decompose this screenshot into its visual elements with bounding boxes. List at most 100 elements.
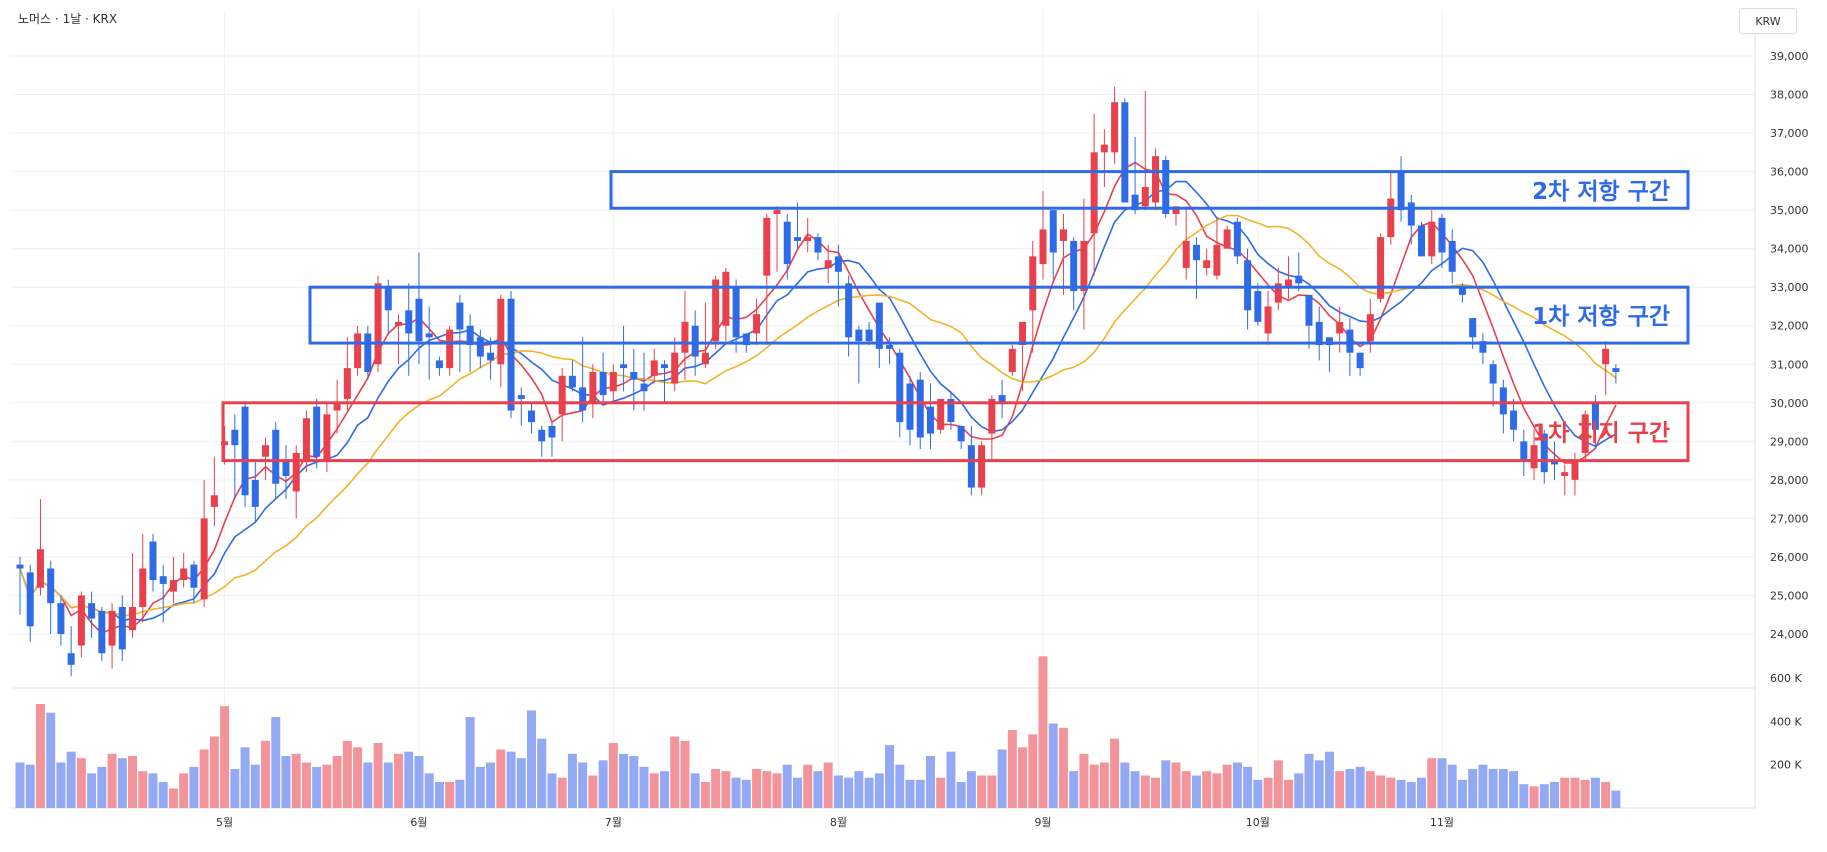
- candle-body[interactable]: [814, 237, 822, 253]
- candle-body[interactable]: [129, 607, 137, 631]
- candle-body[interactable]: [1111, 102, 1119, 153]
- candle-body[interactable]: [149, 541, 157, 581]
- candle-body[interactable]: [507, 298, 515, 411]
- candle-body[interactable]: [1561, 472, 1569, 477]
- candle-body[interactable]: [1397, 171, 1405, 211]
- candle-body[interactable]: [957, 425, 965, 442]
- candle-body[interactable]: [1499, 387, 1507, 415]
- candle-body[interactable]: [589, 371, 597, 403]
- candle-body[interactable]: [1295, 275, 1303, 284]
- candle-body[interactable]: [845, 283, 853, 338]
- candle-body[interactable]: [343, 368, 351, 399]
- candle-body[interactable]: [77, 595, 85, 646]
- candle-body[interactable]: [425, 333, 433, 338]
- candle-body[interactable]: [67, 653, 75, 665]
- candle-body[interactable]: [159, 576, 167, 584]
- candle-body[interactable]: [691, 325, 699, 357]
- candle-body[interactable]: [579, 387, 587, 411]
- candle-body[interactable]: [650, 360, 658, 376]
- candle-body[interactable]: [517, 395, 525, 399]
- candle-body[interactable]: [947, 398, 955, 423]
- candle-body[interactable]: [476, 337, 484, 357]
- candle-body[interactable]: [1192, 244, 1200, 261]
- candle-body[interactable]: [886, 345, 894, 349]
- candle-body[interactable]: [804, 237, 812, 241]
- candle-body[interactable]: [1428, 221, 1436, 257]
- candle-body[interactable]: [1571, 460, 1579, 480]
- candle-body[interactable]: [1049, 210, 1057, 253]
- candle-body[interactable]: [988, 398, 996, 434]
- candle-body[interactable]: [1131, 194, 1139, 211]
- candle-body[interactable]: [701, 352, 709, 365]
- candle-body[interactable]: [671, 352, 679, 384]
- candle-body[interactable]: [1070, 240, 1078, 292]
- candle-body[interactable]: [937, 398, 945, 430]
- candle-body[interactable]: [405, 310, 413, 334]
- candle-body[interactable]: [916, 379, 924, 438]
- candle-body[interactable]: [1223, 229, 1231, 249]
- candle-body[interactable]: [1244, 260, 1252, 311]
- candle-body[interactable]: [568, 375, 576, 388]
- candle-body[interactable]: [435, 360, 443, 369]
- candle-body[interactable]: [742, 333, 750, 345]
- candle-body[interactable]: [354, 333, 362, 369]
- candle-body[interactable]: [1469, 318, 1477, 338]
- candle-body[interactable]: [558, 375, 566, 415]
- candle-body[interactable]: [1489, 364, 1497, 384]
- candle-body[interactable]: [1121, 102, 1129, 203]
- candle-body[interactable]: [712, 279, 720, 342]
- candle-body[interactable]: [1213, 244, 1221, 276]
- candle-body[interactable]: [1162, 160, 1170, 214]
- candle-body[interactable]: [241, 406, 249, 496]
- candle-body[interactable]: [1510, 410, 1518, 430]
- candle-body[interactable]: [1377, 237, 1385, 299]
- candle-body[interactable]: [1039, 229, 1047, 265]
- candle-body[interactable]: [200, 518, 208, 600]
- candle-body[interactable]: [660, 364, 668, 369]
- candle-body[interactable]: [1366, 314, 1374, 342]
- candle-body[interactable]: [1274, 283, 1282, 303]
- candle-body[interactable]: [1520, 441, 1528, 461]
- candle-body[interactable]: [47, 568, 55, 604]
- candle-body[interactable]: [978, 445, 986, 488]
- candle-body[interactable]: [1448, 240, 1456, 272]
- candle-body[interactable]: [1029, 256, 1037, 311]
- candle-body[interactable]: [1233, 221, 1241, 257]
- candle-body[interactable]: [906, 383, 914, 430]
- candle-body[interactable]: [395, 321, 403, 326]
- candle-body[interactable]: [1100, 144, 1108, 153]
- candle-body[interactable]: [16, 564, 24, 569]
- candle-body[interactable]: [1152, 156, 1160, 203]
- candle-body[interactable]: [722, 271, 730, 326]
- candle-body[interactable]: [57, 603, 65, 634]
- currency-button[interactable]: KRW: [1739, 8, 1797, 34]
- candle-body[interactable]: [497, 298, 505, 365]
- candle-body[interactable]: [1203, 260, 1211, 268]
- candle-body[interactable]: [1172, 206, 1180, 214]
- candle-body[interactable]: [323, 414, 331, 461]
- candle-body[interactable]: [108, 610, 116, 646]
- candle-body[interactable]: [1540, 433, 1548, 473]
- candle-body[interactable]: [732, 287, 740, 338]
- candle-body[interactable]: [926, 406, 934, 434]
- candle-body[interactable]: [875, 302, 883, 349]
- candle-body[interactable]: [251, 479, 259, 507]
- candle-body[interactable]: [1407, 202, 1415, 226]
- candle-body[interactable]: [1315, 321, 1323, 345]
- candle-body[interactable]: [1602, 348, 1610, 365]
- candle-body[interactable]: [88, 603, 96, 619]
- candle-body[interactable]: [26, 572, 34, 627]
- candle-body[interactable]: [415, 298, 423, 342]
- candle-body[interactable]: [1479, 341, 1487, 353]
- candle-body[interactable]: [169, 580, 177, 592]
- candle-body[interactable]: [609, 371, 617, 392]
- candle-body[interactable]: [1356, 352, 1364, 369]
- candle-body[interactable]: [783, 221, 791, 265]
- candle-body[interactable]: [1019, 321, 1027, 345]
- candle-body[interactable]: [967, 445, 975, 488]
- candle-body[interactable]: [1530, 445, 1538, 469]
- candle-body[interactable]: [456, 302, 464, 330]
- candle-body[interactable]: [210, 495, 218, 507]
- candle-body[interactable]: [620, 364, 628, 369]
